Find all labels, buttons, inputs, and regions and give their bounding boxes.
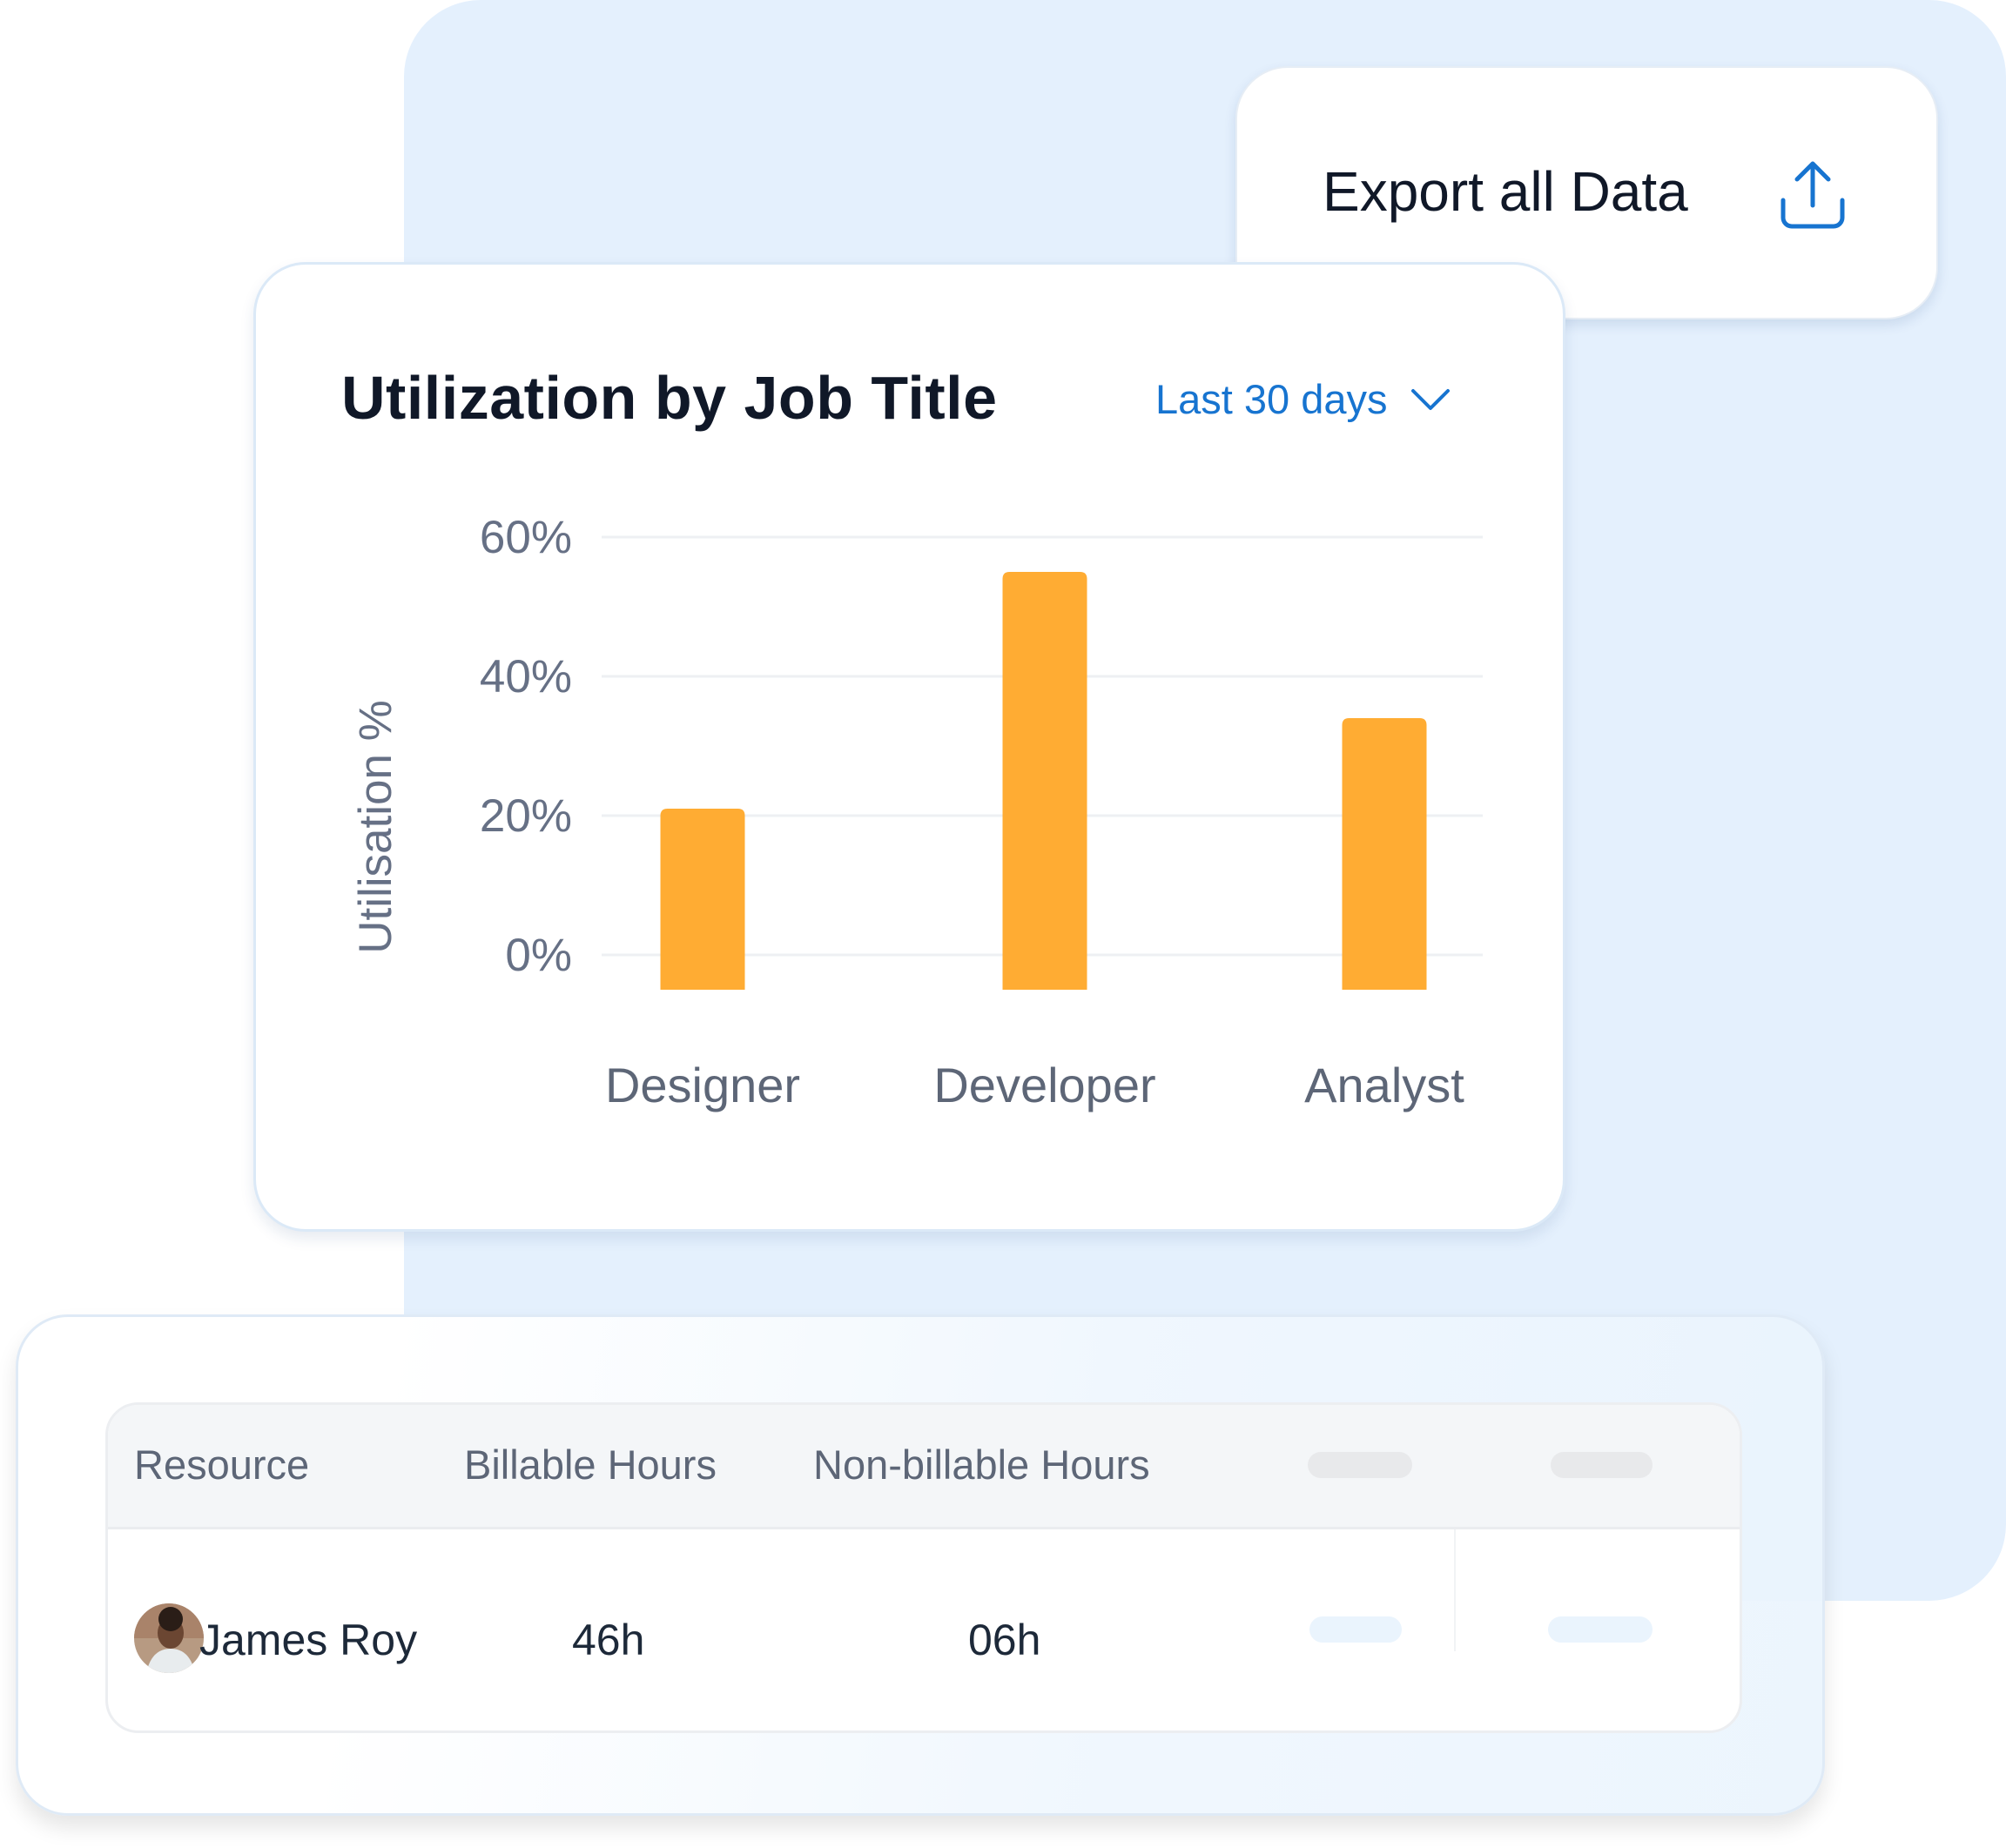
placeholder-header-pill xyxy=(1308,1452,1412,1478)
upload-icon xyxy=(1780,161,1845,229)
y-axis-label: Utilisation % xyxy=(350,700,401,954)
date-range-label: Last 30 days xyxy=(1155,376,1388,422)
billable-hours-value: 46h xyxy=(572,1616,645,1664)
header-resource[interactable]: Resource xyxy=(134,1441,310,1488)
y-tick-label: 60% xyxy=(480,512,572,563)
bar-analyst xyxy=(1342,718,1427,990)
resource-table-card: Resource Billable Hours Non-billable Hou… xyxy=(16,1314,1825,1816)
chevron-down-icon xyxy=(1410,388,1450,410)
placeholder-cell-pill xyxy=(1309,1616,1402,1643)
column-divider xyxy=(1454,1529,1456,1651)
y-tick-label: 20% xyxy=(480,790,572,842)
date-range-dropdown[interactable]: Last 30 days xyxy=(1155,379,1451,420)
header-nonbillable-hours[interactable]: Non-billable Hours xyxy=(813,1441,1150,1488)
utilization-chart-card: Utilization by Job Title Last 30 days 0%… xyxy=(253,262,1565,1232)
x-tick-label: Developer xyxy=(933,1058,1155,1112)
export-label: Export all Data xyxy=(1323,160,1688,223)
table-header: Resource Billable Hours Non-billable Hou… xyxy=(108,1405,1740,1529)
y-tick-label: 40% xyxy=(480,651,572,702)
header-billable-hours[interactable]: Billable Hours xyxy=(464,1441,717,1488)
nonbillable-hours-value: 06h xyxy=(968,1616,1041,1664)
x-tick-label: Analyst xyxy=(1304,1058,1464,1112)
bar-developer xyxy=(1002,572,1087,990)
placeholder-cell-pill xyxy=(1548,1616,1653,1643)
placeholder-header-pill xyxy=(1551,1452,1653,1478)
chart-title: Utilization by Job Title xyxy=(341,364,998,432)
x-tick-label: Designer xyxy=(605,1058,800,1112)
avatar xyxy=(134,1603,204,1673)
y-tick-label: 0% xyxy=(505,930,572,981)
bar-designer xyxy=(660,809,745,990)
bar-chart: 0% 20% 40% 60% Designer Developer Analyst Utili… xyxy=(350,512,1483,1112)
resource-table: Resource Billable Hours Non-billable Hou… xyxy=(105,1402,1742,1733)
resource-name: James Roy xyxy=(199,1616,418,1664)
